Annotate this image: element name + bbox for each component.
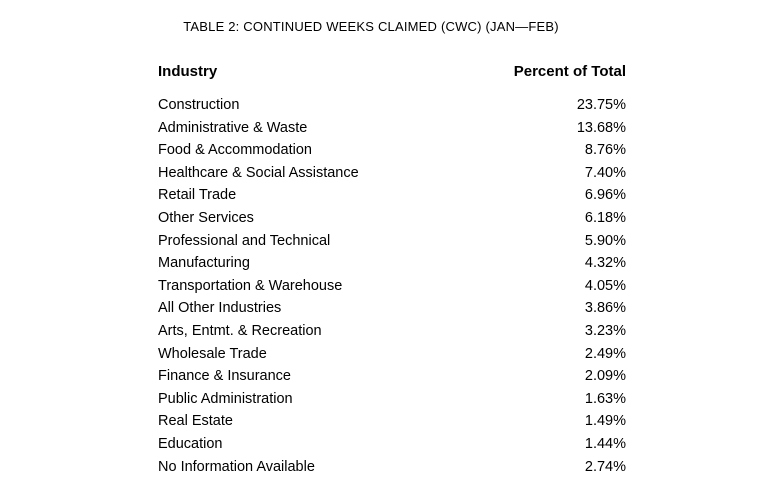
industry-cell: Food & Accommodation xyxy=(158,142,312,159)
industry-cell: Real Estate xyxy=(158,413,233,430)
industry-cell: Construction xyxy=(158,97,240,113)
industry-cell: Arts, Entmt. & Recreation xyxy=(158,322,322,339)
percent-cell: 3.86% xyxy=(584,300,626,317)
table-row: Real Estate 1.49% xyxy=(158,410,626,433)
industry-cell: Manufacturing xyxy=(158,255,250,272)
industry-cell: Retail Trade xyxy=(158,187,237,204)
industry-cell: Professional and Technical xyxy=(158,232,331,249)
table-row: Transportation & Warehouse 4.05% xyxy=(158,275,626,298)
table-row: Arts, Entmt. & Recreation 3.23% xyxy=(158,320,626,343)
cwc-table: Industry Percent of Total Construction 23… xyxy=(158,63,626,478)
percent-cell: 6.96% xyxy=(584,187,626,204)
column-header-percent: Percent of Total xyxy=(513,63,626,80)
industry-cell: Wholesale Trade xyxy=(158,345,267,362)
table-row: Public Administration 1.63% xyxy=(158,388,626,411)
table-row: Retail Trade 6.96% xyxy=(158,184,626,207)
percent-cell: 1.63% xyxy=(584,390,626,407)
table-row: All Other Industries 3.86% xyxy=(158,297,626,320)
percent-cell: 4.32% xyxy=(584,255,626,272)
industry-cell: All Other Industries xyxy=(158,300,282,317)
table-row: Manufacturing 4.32% xyxy=(158,252,626,275)
percent-cell: 6.18% xyxy=(584,209,626,226)
table-row: Finance & Insurance 2.09% xyxy=(158,365,626,388)
percent-cell: 3.23% xyxy=(584,322,626,339)
percent-cell: 1.49% xyxy=(584,413,626,430)
industry-cell: Healthcare & Social Assistance xyxy=(158,164,359,181)
percent-cell: 7.40% xyxy=(584,164,626,181)
table-row: Professional and Technical 5.90% xyxy=(158,230,626,253)
percent-cell: 1.44% xyxy=(584,435,626,452)
table-container: Industry Percent of Total Construction 23… xyxy=(158,63,626,478)
percent-cell: 13.68% xyxy=(576,119,626,136)
table-row: Education 1.44% xyxy=(158,433,626,456)
table-row: No Information Available 2.74% xyxy=(158,456,626,479)
table-row: Other Services 6.18% xyxy=(158,207,626,230)
table-title: TABLE 2: CONTINUED WEEKS CLAIMED (CWC) (… xyxy=(183,19,559,34)
industry-cell: Finance & Insurance xyxy=(158,368,291,385)
industry-cell: Other Services xyxy=(158,209,254,226)
table-row: Administrative & Waste 13.68% xyxy=(158,117,626,140)
percent-cell: 8.76% xyxy=(584,142,626,159)
percent-cell: 2.49% xyxy=(584,345,626,362)
percent-cell: 23.75% xyxy=(576,97,626,113)
industry-cell: No Information Available xyxy=(158,458,315,475)
table-row: Construction 23.75% xyxy=(158,94,626,117)
table-body: Construction 23.75% Administrative & Waste… xyxy=(158,94,626,478)
table-header: Industry Percent of Total xyxy=(158,63,626,94)
industry-cell: Public Administration xyxy=(158,390,293,407)
percent-cell: 2.74% xyxy=(584,458,626,475)
column-header-industry: Industry xyxy=(158,63,218,80)
header-row: Industry Percent of Total xyxy=(158,63,626,94)
table-row: Healthcare & Social Assistance 7.40% xyxy=(158,162,626,185)
industry-cell: Transportation & Warehouse xyxy=(158,277,343,294)
percent-cell: 5.90% xyxy=(584,232,626,249)
percent-cell: 2.09% xyxy=(584,368,626,385)
percent-cell: 4.05% xyxy=(584,277,626,294)
industry-cell: Education xyxy=(158,435,223,452)
industry-cell: Administrative & Waste xyxy=(158,119,308,136)
table-row: Food & Accommodation 8.76% xyxy=(158,139,626,162)
table-row: Wholesale Trade 2.49% xyxy=(158,343,626,366)
